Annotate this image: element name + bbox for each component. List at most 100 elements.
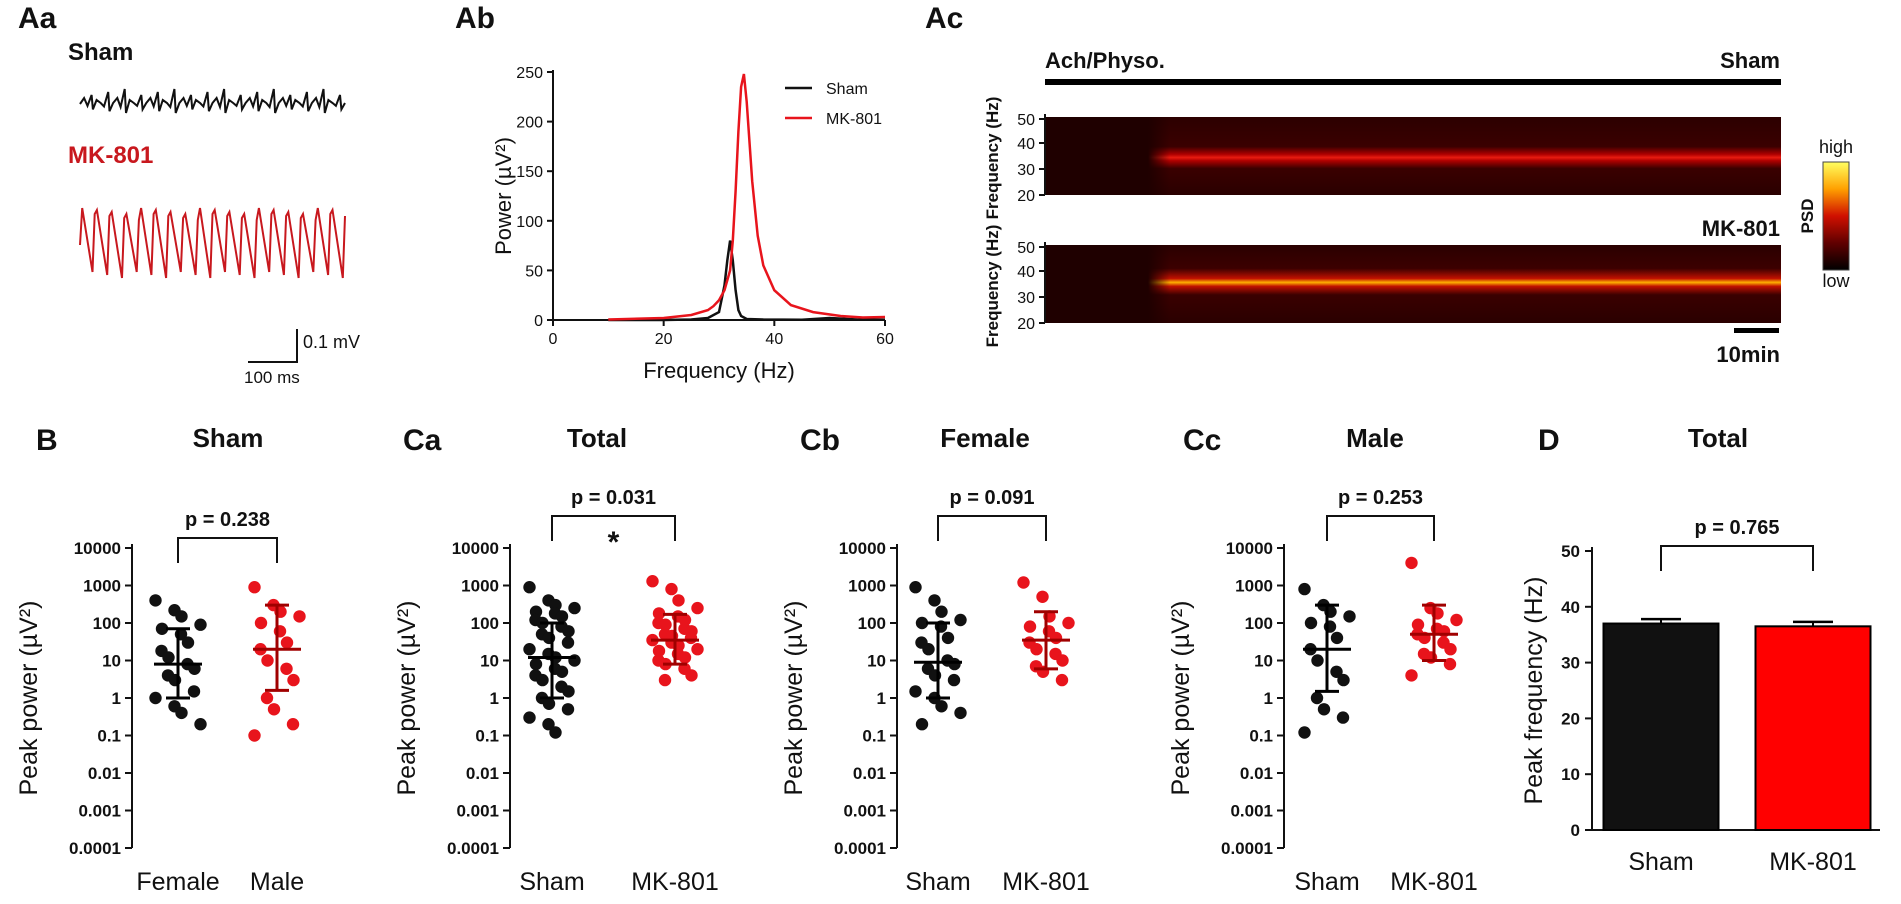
ac-y-tick-label: 40 — [1017, 136, 1035, 153]
data-point — [1036, 590, 1049, 603]
data-point — [652, 644, 666, 658]
top-bar-sham-label: Sham — [1720, 48, 1780, 73]
category-label: MK-801 — [1002, 868, 1090, 896]
data-point — [659, 618, 672, 631]
d-y-tick-label: 40 — [1561, 598, 1580, 617]
data-point — [922, 643, 935, 656]
ab-y-tick-label: 100 — [516, 214, 543, 231]
colorbar — [1822, 161, 1850, 271]
y-axis-label: Peak power (µV²) — [393, 600, 421, 795]
data-point — [187, 685, 201, 698]
y-tick-label: 0.0001 — [1221, 839, 1273, 858]
y-tick-label: 0.1 — [862, 727, 886, 746]
panel-ac: Ac Ach/Physo. Sham — [925, 2, 1853, 367]
spectrum-chart: 0 50 100 150 200 250 0 20 40 60 Frequency (Hz) Powe… — [491, 65, 894, 383]
data-point — [293, 610, 306, 623]
data-point — [1450, 613, 1463, 627]
data-point — [181, 636, 195, 649]
data-point — [562, 685, 575, 698]
data-point — [267, 703, 281, 716]
data-point — [562, 625, 575, 638]
y-tick-label: 100 — [858, 614, 886, 633]
ac-y-label: Frequency (Hz) — [983, 97, 1002, 220]
category-label: Male — [250, 868, 304, 896]
panel-label-cb: Cb — [800, 424, 840, 457]
data-point — [915, 718, 929, 731]
ac-y-tick-label: 30 — [1017, 290, 1035, 307]
significance-bracket — [937, 515, 1047, 541]
data-point — [1411, 618, 1425, 631]
d-y-tick-label: 50 — [1561, 542, 1580, 561]
ab-x-tick-label: 20 — [655, 331, 673, 348]
category-label: Sham — [519, 868, 584, 896]
y-tick-label: 100 — [93, 614, 121, 633]
ach-physo-label: Ach/Physo. — [1045, 48, 1165, 73]
d-y-axis-label: Peak frequency (Hz) — [1520, 577, 1548, 805]
y-tick-label: 1 — [877, 689, 886, 708]
p-value-label: p = 0.238 — [185, 509, 270, 531]
d-y-tick-label: 30 — [1561, 654, 1580, 673]
panel-aa: Aa Sham MK-801 0.1 mV 100 ms — [18, 2, 360, 387]
scale-bar — [248, 329, 298, 363]
data-point — [162, 651, 175, 664]
panel-ab: Ab 0 50 100 150 200 250 0 20 40 60 Frequency (Hz) P… — [455, 2, 894, 383]
scatter-chart-cb: 10000 1000 100 10 1 0.1 0.01 0.001 0.0001 Peak po… — [780, 423, 1090, 896]
data-point — [1317, 703, 1331, 716]
d-chart-title: Total — [1688, 423, 1748, 453]
data-point — [658, 673, 672, 687]
data-point — [1055, 673, 1069, 687]
data-point — [529, 657, 543, 671]
ac-y-tick-label: 40 — [1017, 264, 1035, 281]
ab-y-tick-label: 0 — [534, 313, 543, 330]
mk801-trace — [79, 206, 346, 279]
data-point — [248, 581, 261, 594]
data-point — [188, 662, 201, 675]
ab-legend-label: MK-801 — [826, 111, 882, 128]
panel-label-cc: Cc — [1183, 424, 1221, 457]
category-label: Female — [136, 868, 219, 896]
data-point — [947, 673, 961, 687]
ac-y-tick-label: 50 — [1017, 240, 1035, 257]
y-tick-label: 0.1 — [475, 727, 499, 746]
p-value-label: p = 0.091 — [949, 487, 1034, 509]
time-scale-label: 10min — [1716, 342, 1780, 367]
data-point — [286, 718, 300, 731]
y-tick-label: 10000 — [1226, 539, 1273, 558]
d-significance-bracket — [1660, 545, 1814, 571]
data-point — [1049, 631, 1063, 645]
y-tick-label: 1000 — [461, 577, 499, 596]
data-point — [561, 636, 575, 649]
ab-series-sham — [608, 240, 886, 322]
y-tick-label: 100 — [471, 614, 499, 633]
y-tick-label: 0.0001 — [447, 839, 499, 858]
ab-y-tick-label: 150 — [516, 164, 543, 181]
y-tick-label: 0.01 — [466, 764, 499, 783]
chart-title: Total — [567, 423, 627, 453]
data-point — [652, 607, 666, 620]
ac-y-label: Frequency (Hz) — [983, 225, 1002, 348]
data-point — [1405, 669, 1418, 682]
colorbar-title: PSD — [1798, 199, 1817, 234]
data-point — [1017, 576, 1030, 589]
d-category-label: Sham — [1628, 848, 1693, 876]
y-axis-label: Peak power (µV²) — [15, 600, 43, 795]
data-point — [928, 594, 941, 607]
scatter-chart-cc: 10000 1000 100 10 1 0.1 0.01 0.001 0.0001 Peak po… — [1167, 423, 1478, 896]
panel-label-d: D — [1538, 424, 1560, 457]
data-point — [941, 631, 955, 645]
y-tick-label: 0.1 — [1249, 727, 1273, 746]
data-point — [1298, 582, 1311, 596]
data-point — [1056, 654, 1069, 667]
data-point — [280, 636, 294, 649]
significance-bracket — [551, 515, 676, 541]
y-axis-label: Peak power (µV²) — [1167, 600, 1195, 795]
data-point — [1030, 643, 1043, 656]
ac-y-tick-label: 30 — [1017, 162, 1035, 179]
data-point — [523, 581, 536, 594]
spectrogram-sham-baseline — [1045, 117, 1781, 195]
data-point — [935, 605, 948, 618]
y-tick-label: 100 — [1245, 614, 1273, 633]
y-tick-label: 0.001 — [456, 802, 499, 821]
d-p-value-label: p = 0.765 — [1694, 517, 1779, 539]
data-point — [287, 673, 300, 687]
